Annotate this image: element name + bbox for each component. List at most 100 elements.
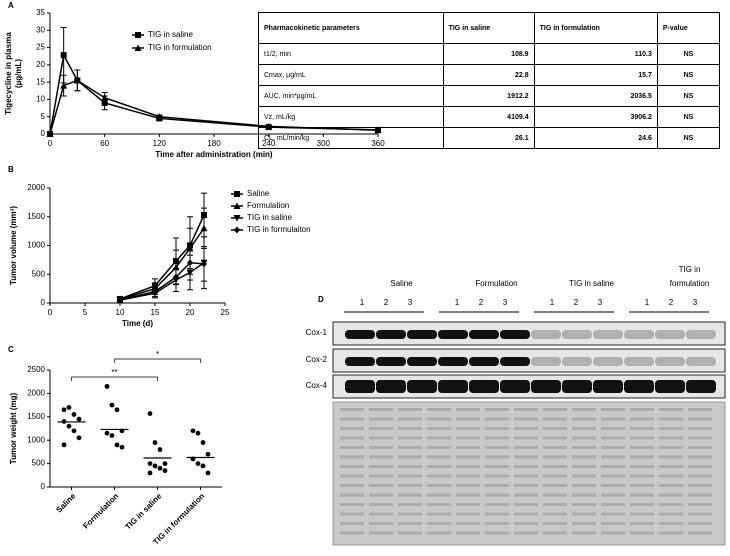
gel-band — [543, 408, 567, 411]
gel-band — [572, 436, 596, 440]
table-cell: NS — [656, 127, 721, 149]
gel-band — [659, 512, 683, 516]
gel-band — [630, 417, 654, 421]
gel-band — [688, 427, 712, 430]
gel-band — [601, 484, 625, 487]
gel-band — [601, 417, 625, 421]
data-point — [147, 411, 153, 416]
gel-band — [369, 484, 393, 487]
gel-band — [514, 436, 538, 440]
gel-band — [572, 465, 596, 468]
gel-band — [485, 522, 509, 525]
panel-label: C — [8, 345, 14, 354]
gel-band — [572, 427, 596, 430]
band — [345, 380, 375, 393]
data-point — [195, 430, 201, 436]
gel-band — [456, 446, 480, 449]
gel-band — [514, 455, 538, 459]
gel-band — [514, 446, 538, 449]
gel-band — [601, 512, 625, 516]
x-tick-label: Saline — [54, 491, 77, 514]
x-tick-label: Formulation — [81, 491, 120, 530]
gel-band — [369, 512, 393, 516]
gel-band — [456, 512, 480, 516]
data-point — [195, 461, 201, 466]
gel-band — [398, 417, 422, 421]
data-point — [157, 447, 163, 452]
gel-band — [340, 493, 364, 497]
y-tick-label: 0 — [41, 298, 46, 307]
gel-band — [688, 493, 712, 497]
gel-band — [369, 531, 393, 535]
y-tick-label: 1500 — [27, 412, 45, 421]
lane-label: 3 — [408, 298, 413, 307]
gel-band — [543, 512, 567, 516]
y-tick-label: 500 — [32, 459, 46, 468]
gel-band — [601, 427, 625, 430]
gel-band — [398, 436, 422, 440]
data-point — [200, 440, 206, 445]
gel-band — [572, 408, 596, 411]
gel-band — [485, 427, 509, 430]
y-tick-label: 2500 — [27, 365, 45, 374]
gel-band — [427, 436, 451, 440]
y-axis-label: (µg/mL) — [14, 59, 23, 88]
gel-band — [659, 522, 683, 525]
gel-band — [572, 512, 596, 516]
gel-band — [456, 484, 480, 487]
gel-band — [572, 455, 596, 459]
data-point — [152, 463, 158, 469]
gel-band — [543, 436, 567, 440]
gel-band — [630, 531, 654, 535]
row-label: Cox-2 — [306, 355, 328, 364]
gel-band — [485, 455, 509, 459]
gel-band — [398, 446, 422, 449]
data-point — [61, 407, 67, 413]
gel-band — [340, 446, 364, 449]
gel-band — [427, 531, 451, 535]
group-label: Formulation — [475, 279, 517, 288]
gel-band — [572, 484, 596, 487]
gel-band — [659, 446, 683, 449]
gel-band — [659, 465, 683, 468]
gel-band — [369, 493, 393, 497]
gel-band — [688, 446, 712, 449]
table-row: Vz, mL/kg 4109.4 3906.2 NS — [258, 106, 721, 128]
x-tick-label: 60 — [100, 139, 109, 148]
y-tick-label: 1000 — [27, 435, 45, 444]
band — [469, 330, 499, 339]
gel-band — [340, 484, 364, 487]
gel-band — [659, 436, 683, 440]
band — [593, 380, 623, 393]
gel-band — [630, 436, 654, 440]
band — [655, 357, 685, 366]
gel-band — [659, 408, 683, 411]
data-point — [200, 224, 208, 232]
x-tick-label: TIG in saline — [123, 491, 163, 531]
gel-band — [543, 417, 567, 421]
gel-band — [688, 522, 712, 525]
gel-band — [398, 465, 422, 468]
y-tick-label: 20 — [36, 60, 45, 69]
gel-band — [369, 465, 393, 468]
data-point — [114, 407, 120, 413]
data-point — [190, 428, 196, 434]
gel-band — [427, 512, 451, 516]
band — [655, 330, 685, 339]
significance-bracket — [114, 358, 201, 363]
gel-band — [514, 484, 538, 487]
gel-band — [340, 474, 364, 478]
x-tick-label: 10 — [116, 308, 125, 317]
gel-band — [340, 531, 364, 535]
gel-band — [659, 484, 683, 487]
gel-band — [688, 417, 712, 421]
gel-band — [601, 465, 625, 468]
x-tick-label: 15 — [151, 308, 160, 317]
data-point — [114, 442, 120, 448]
gel-band — [601, 408, 625, 411]
gel-band — [630, 522, 654, 525]
band — [562, 330, 592, 339]
gel-band — [369, 455, 393, 459]
gel-band — [340, 522, 364, 525]
gel-band — [369, 474, 393, 478]
